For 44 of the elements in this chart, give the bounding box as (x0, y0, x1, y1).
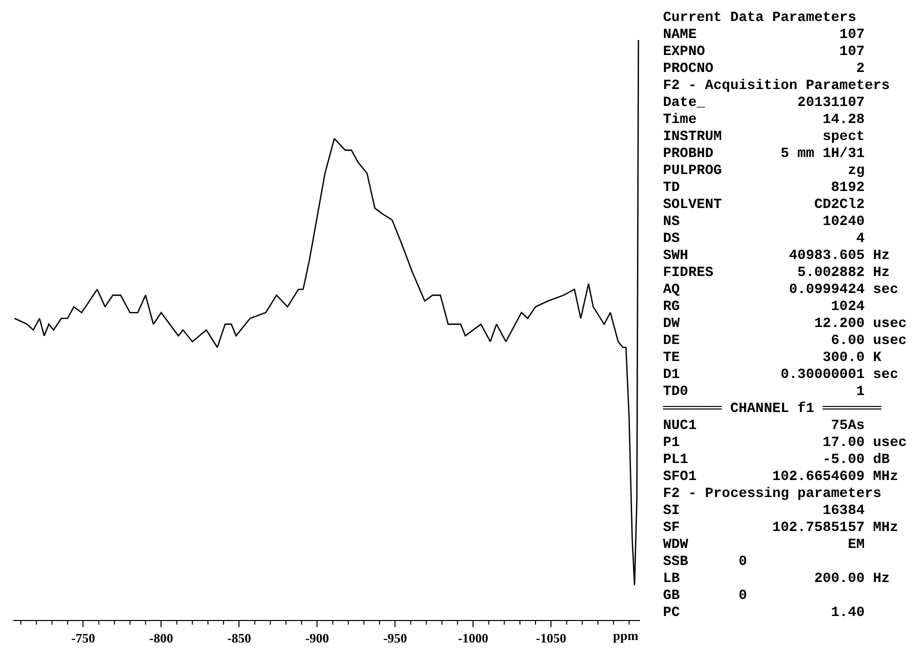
text: AQ 0.0999424 sec (663, 282, 900, 299)
text: SFO1 102.6654609 MHz (663, 469, 900, 486)
text: SWH 40983.605 Hz (663, 248, 891, 265)
x-tick-label: -1050 (536, 630, 566, 646)
text: DE 6.00 usec (663, 333, 908, 350)
text: P1 17.00 usec (663, 435, 908, 452)
text: LB 200.00 Hz (663, 571, 891, 588)
text: SF 102.7585157 MHz (663, 520, 900, 537)
text: F2 - Acquisition Parameters (663, 78, 891, 95)
x-tick-label: -800 (149, 630, 174, 646)
text: SI 16384 (663, 503, 866, 520)
x-tick-label: -950 (383, 630, 408, 646)
text: Time 14.28 (663, 112, 866, 129)
x-axis-title: ppm (613, 628, 638, 643)
x-tick-label: -1000 (458, 630, 488, 646)
text: PROBHD 5 mm 1H/31 (663, 146, 866, 163)
text: WDW EM (663, 537, 866, 554)
x-tick-label: -750 (71, 630, 96, 646)
x-tick-label: -900 (305, 630, 330, 646)
text: SOLVENT CD2Cl2 (663, 197, 866, 214)
text: PULPROG zg (663, 163, 866, 180)
text: TD 8192 (663, 180, 866, 197)
text: SSB 0 (663, 554, 748, 571)
text: NS 10240 (663, 214, 866, 231)
text: D1 0.30000001 sec (663, 367, 900, 384)
text: Date_ 20131107 (663, 95, 866, 112)
text: Current Data Parameters (663, 10, 858, 27)
text: NAME 107 (663, 27, 866, 44)
text: NUC1 75As (663, 418, 866, 435)
text: GB 0 (663, 588, 748, 605)
text: F2 - Processing parameters (663, 486, 882, 503)
text: PROCNO 2 (663, 61, 866, 78)
text: EXPNO 107 (663, 44, 866, 61)
text: INSTRUM spect (663, 129, 866, 146)
text: DS 4 (663, 231, 866, 248)
text: TE 300.0 K (663, 350, 882, 367)
text: DW 12.200 usec (663, 316, 908, 333)
text: FIDRES 5.002882 Hz (663, 265, 891, 282)
text: TD0 1 (663, 384, 866, 401)
text: PC 1.40 (663, 605, 866, 622)
x-tick-label: -850 (227, 630, 252, 646)
text: ═══════ CHANNEL f1 ═══════ (663, 401, 882, 418)
text: RG 1024 (663, 299, 866, 316)
text: PL1 -5.00 dB (663, 452, 891, 469)
